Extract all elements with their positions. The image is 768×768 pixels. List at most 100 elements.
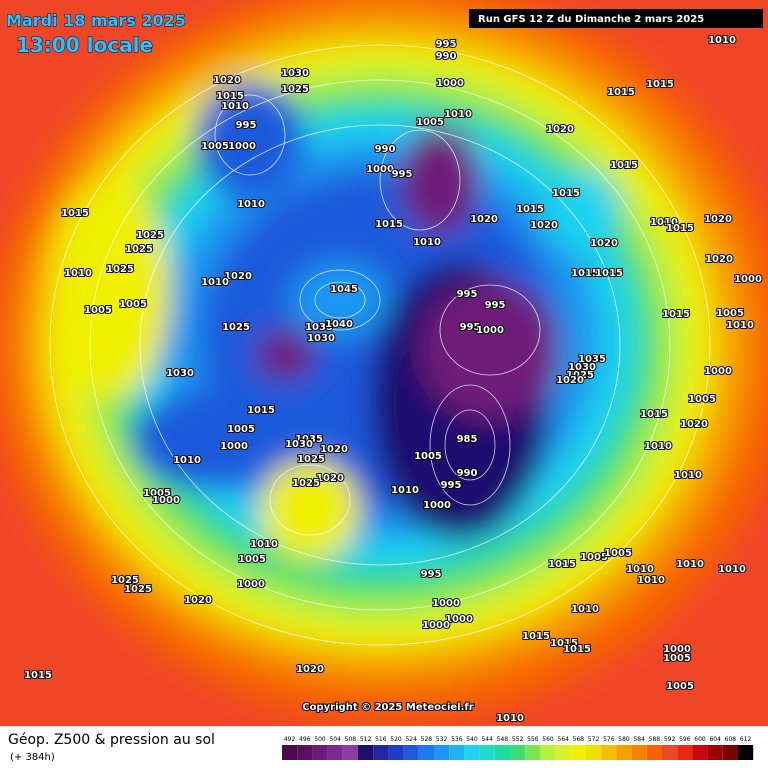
isobar-label: 1020 xyxy=(704,214,732,225)
colorbar-swatch xyxy=(662,745,678,760)
isobar-label: 995 xyxy=(421,569,442,580)
isobar-label: 995 xyxy=(460,322,481,333)
isobar-label: 1005 xyxy=(716,308,744,319)
isobar-label: 1020 xyxy=(316,473,344,484)
isobar-label: 1000 xyxy=(432,598,460,609)
isobar-label: 1020 xyxy=(296,664,324,675)
isobar-label: 1005 xyxy=(604,548,632,559)
colorbar-swatch xyxy=(464,745,480,760)
colorbar-swatch xyxy=(494,745,510,760)
isobar-label: 1015 xyxy=(640,409,668,420)
isobar-label: 990 xyxy=(457,468,478,479)
isobar-label: 1000 xyxy=(476,325,504,336)
run-info: Run GFS 12 Z du Dimanche 2 mars 2025 xyxy=(478,14,704,25)
isobar-label: 1010 xyxy=(708,35,736,46)
isobar-label: 1020 xyxy=(590,238,618,249)
colorbar-tick-label: 584 xyxy=(633,736,645,743)
colorbar-swatch xyxy=(312,745,328,760)
colorbar-tick-label: 596 xyxy=(679,736,691,743)
isobar-label: 1020 xyxy=(530,220,558,231)
isobar-label: 1000 xyxy=(366,164,394,175)
isobar-label: 1015 xyxy=(548,559,576,570)
isobar-label: 1010 xyxy=(221,101,249,112)
isobar-label: 1000 xyxy=(734,274,762,285)
isobar-label: 1005 xyxy=(580,552,608,563)
isobar-label: 1020 xyxy=(320,444,348,455)
isobar-label: 1040 xyxy=(325,319,353,330)
colorbar-tick-label: 612 xyxy=(740,736,752,743)
isobar-label: 1025 xyxy=(136,230,164,241)
colorbar-tick-label: 548 xyxy=(497,736,509,743)
colorbar-tick-label: 592 xyxy=(664,736,676,743)
colorbar-tick-label: 520 xyxy=(390,736,402,743)
isobar-label: 1015 xyxy=(595,268,623,279)
colorbar-swatch xyxy=(388,745,404,760)
isobar-label: 1005 xyxy=(238,554,266,565)
colorbar-tick-label: 580 xyxy=(618,736,630,743)
isobar-label: 1010 xyxy=(496,713,524,724)
colorbar-swatch xyxy=(282,745,298,760)
colorbar-swatch xyxy=(342,745,358,760)
isobar-label: 1010 xyxy=(173,455,201,466)
isobar-label: 1010 xyxy=(201,277,229,288)
isobar-label: 1010 xyxy=(626,564,654,575)
colorbar-tick-label: 552 xyxy=(512,736,524,743)
isobar-label: 1015 xyxy=(666,223,694,234)
isobar-label: 1010 xyxy=(391,485,419,496)
isobar-label: 1005 xyxy=(663,653,691,664)
isobar-label: 990 xyxy=(375,144,396,155)
isobar-label: 1010 xyxy=(637,575,665,586)
isobar-label: 1000 xyxy=(152,495,180,506)
colorbar-tick-label: 492 xyxy=(284,736,296,743)
isobar-label: 1015 xyxy=(61,208,89,219)
isobar-label: 1000 xyxy=(445,614,473,625)
colorbar-tick-label: 588 xyxy=(649,736,661,743)
copyright: Copyright © 2025 Meteociel.fr xyxy=(302,702,473,713)
colorbar-swatch xyxy=(327,745,343,760)
isobar-label: 995 xyxy=(392,169,413,180)
colorbar-swatch xyxy=(373,745,389,760)
colorbar-swatch xyxy=(616,745,632,760)
isobar-label: 1010 xyxy=(718,564,746,575)
isobar-label: 1010 xyxy=(413,237,441,248)
colorbar-swatch xyxy=(692,745,708,760)
colorbar-swatch xyxy=(646,745,662,760)
isobar-label: 1000 xyxy=(228,141,256,152)
isobar-label: 1035 xyxy=(578,354,606,365)
isobar-label: 1005 xyxy=(666,681,694,692)
colorbar: 492 496 500 504 508 512 516 520 524 528 532 536 540 5… xyxy=(282,736,754,760)
isobar-label: 1025 xyxy=(281,84,309,95)
isobar-label: 1010 xyxy=(64,268,92,279)
isobar-label: 1020 xyxy=(224,271,252,282)
colorbar-tick-label: 576 xyxy=(603,736,615,743)
isobar-label: 1020 xyxy=(556,375,584,386)
colorbar-swatch xyxy=(586,745,602,760)
colorbar-tick-label: 564 xyxy=(557,736,569,743)
colorbar-tick-label: 604 xyxy=(709,736,721,743)
isobar-label: 1010 xyxy=(650,217,678,228)
isobar-label: 1010 xyxy=(726,320,754,331)
colorbar-swatch xyxy=(510,745,526,760)
isobar-label: 1020 xyxy=(213,75,241,86)
colorbar-swatch xyxy=(722,745,738,760)
isobar-label: 1025 xyxy=(222,322,250,333)
isobar-label: 1015 xyxy=(607,87,635,98)
isobar-label: 1025 xyxy=(111,575,139,586)
colorbar-swatch xyxy=(418,745,434,760)
isobar-label: 995 xyxy=(485,300,506,311)
isobar-label: 1010 xyxy=(237,199,265,210)
isobar-label: 1000 xyxy=(237,579,265,590)
isobar-label: 995 xyxy=(436,39,457,50)
isobar-label: 1025 xyxy=(566,370,594,381)
colorbar-tick-label: 496 xyxy=(299,736,311,743)
isobar-label: 1025 xyxy=(125,244,153,255)
isobar-label: 1020 xyxy=(680,419,708,430)
isobar-label: 1000 xyxy=(422,620,450,631)
isobars xyxy=(49,44,711,646)
colorbar-swatch xyxy=(479,745,495,760)
isobar-label: 1005 xyxy=(143,488,171,499)
colorbar-swatch xyxy=(434,745,450,760)
isobar-label: 990 xyxy=(436,51,457,62)
isobar-label: 1045 xyxy=(330,284,358,295)
